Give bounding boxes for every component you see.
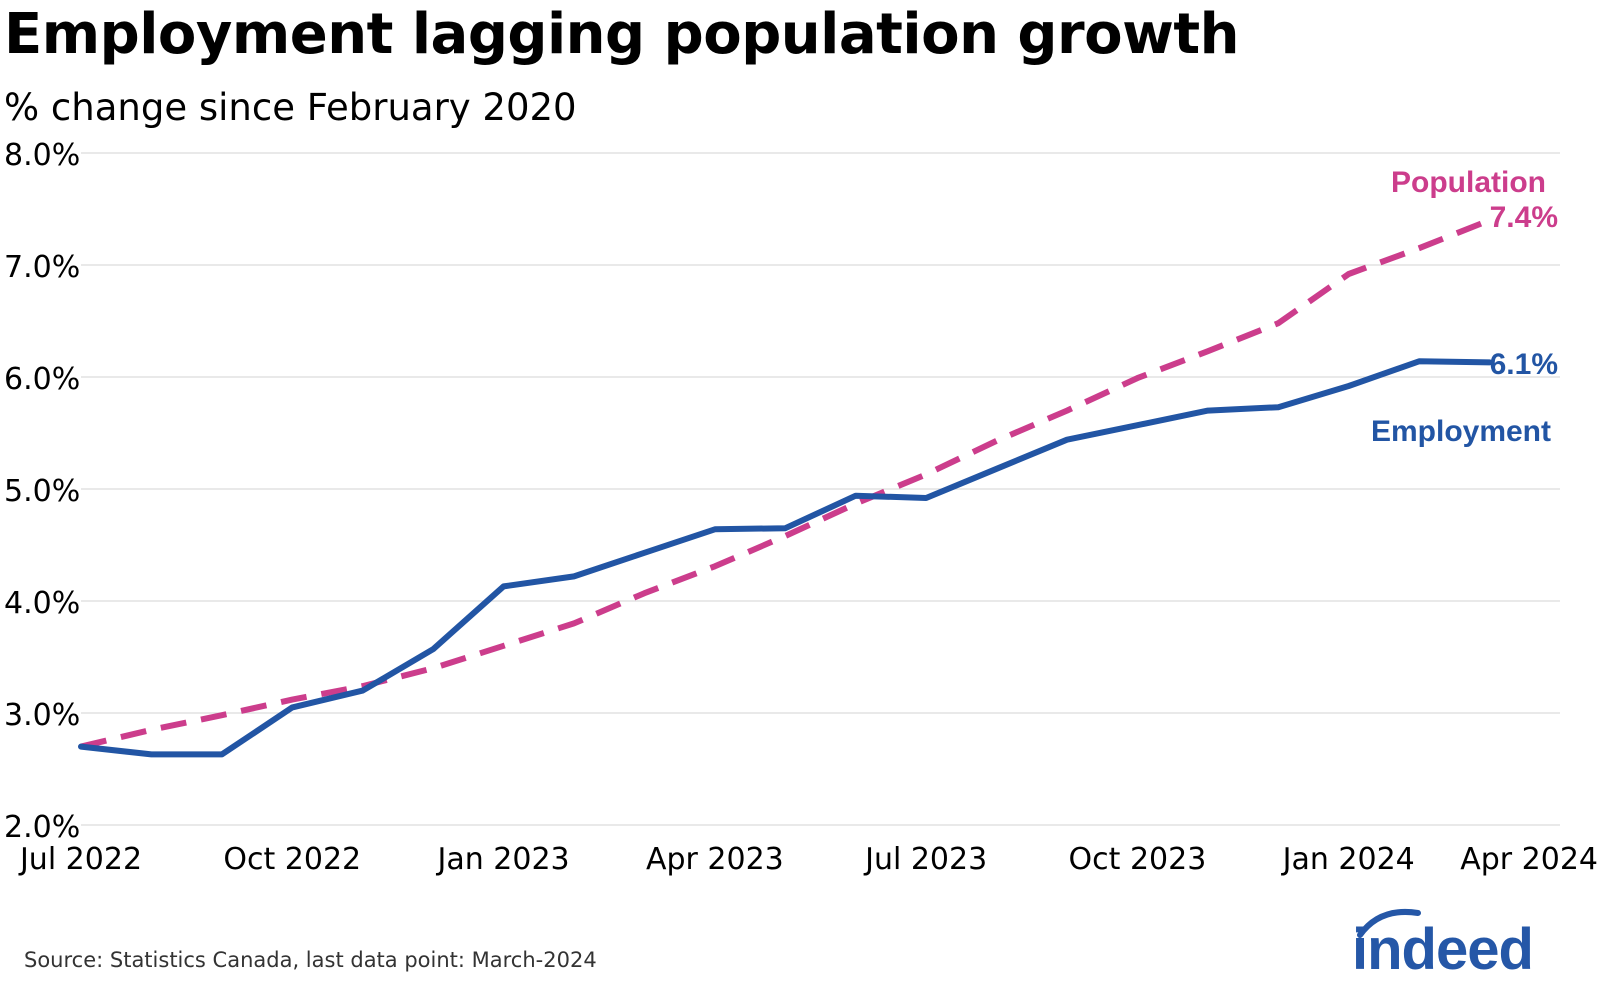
employment-series-label: Employment <box>1371 415 1551 448</box>
y-tick-label: 2.0% <box>4 810 80 845</box>
line-chart: 2.0% 3.0% 4.0% 5.0% 6.0% 7.0% 8.0% Jul 2022 Oct… <box>4 138 1598 877</box>
x-tick-label: Jan 2024 <box>1281 842 1415 877</box>
indeed-logo-wordmark: indeed <box>1352 917 1533 975</box>
y-tick-label: 8.0% <box>4 138 80 173</box>
indeed-logo: indeed <box>1352 909 1534 975</box>
series-lines <box>78 217 1493 758</box>
series-labels: Population 7.4% 6.1% Employment <box>1371 166 1558 448</box>
y-tick-label: 5.0% <box>4 474 80 509</box>
gridlines <box>81 152 1560 826</box>
x-tick-label: Jul 2022 <box>18 842 142 877</box>
x-tick-label: Oct 2022 <box>223 842 361 877</box>
indeed-logo-arc <box>1357 909 1421 938</box>
population-line <box>80 217 1491 750</box>
x-tick-label: Apr 2023 <box>646 842 784 877</box>
y-axis-ticks: 2.0% 3.0% 4.0% 5.0% 6.0% 7.0% 8.0% <box>4 138 80 845</box>
x-tick-label: Jul 2023 <box>863 842 987 877</box>
x-axis-ticks: Jul 2022 Oct 2022 Jan 2023 Apr 2023 Jul 2023… <box>18 842 1598 877</box>
chart-title: Employment lagging population growth <box>4 2 1239 67</box>
x-tick-label: Apr 2024 <box>1460 842 1598 877</box>
y-tick-label: 4.0% <box>4 586 80 621</box>
population-end-value-label: 7.4% <box>1490 201 1558 234</box>
employment-end-value-label: 6.1% <box>1490 348 1558 381</box>
chart-subtitle: % change since February 2020 <box>4 86 577 129</box>
x-tick-label: Jan 2023 <box>436 842 570 877</box>
population-series-label: Population <box>1391 166 1546 199</box>
source-note: Source: Statistics Canada, last data poi… <box>24 948 597 972</box>
y-tick-label: 6.0% <box>4 362 80 397</box>
employment-line <box>78 358 1493 758</box>
y-tick-label: 3.0% <box>4 698 80 733</box>
y-tick-label: 7.0% <box>4 250 80 285</box>
x-tick-label: Oct 2023 <box>1069 842 1207 877</box>
